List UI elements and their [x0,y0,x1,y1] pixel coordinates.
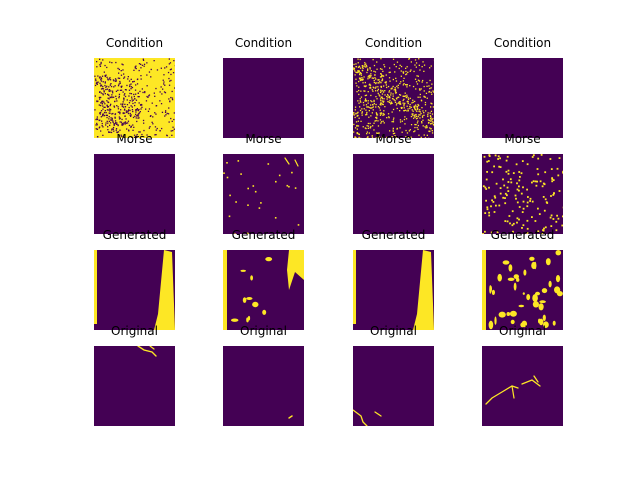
panel-title: Generated [231,228,296,242]
image-panel [94,58,175,138]
image-panel [94,250,175,330]
image-panel [223,250,304,330]
image-panel [482,58,563,138]
image-panel [94,346,175,426]
panel-title: Condition [493,36,552,50]
panel-title: Original [240,324,287,338]
image-panel [353,250,434,330]
image-panel [353,58,434,138]
image-panel [94,154,175,234]
panel-title: Generated [102,228,167,242]
panel-title: Condition [234,36,293,50]
panel-background [94,346,175,426]
panel-title: Generated [361,228,426,242]
panel-background [223,58,304,138]
panel-title: Original [370,324,417,338]
image-panel [223,346,304,426]
panel-background [482,58,563,138]
image-panel [482,346,563,426]
panel-title: Condition [364,36,423,50]
panel-title: Morse [116,132,153,146]
panel-title: Morse [245,132,282,146]
panel-background [223,346,304,426]
panel-title: Morse [504,132,541,146]
panel-background [223,154,304,234]
image-panel [353,154,434,234]
panel-background [353,346,434,426]
image-panel [223,154,304,234]
panel-background [482,346,563,426]
panel-background [353,154,434,234]
image-panel [223,58,304,138]
panel-background [482,250,563,330]
panel-title: Original [111,324,158,338]
panel-title: Original [499,324,546,338]
image-panel [353,346,434,426]
panel-background [94,154,175,234]
panel-title: Condition [105,36,164,50]
image-panel [482,154,563,234]
panel-title: Generated [490,228,555,242]
panel-title: Morse [375,132,412,146]
image-panel [482,250,563,330]
